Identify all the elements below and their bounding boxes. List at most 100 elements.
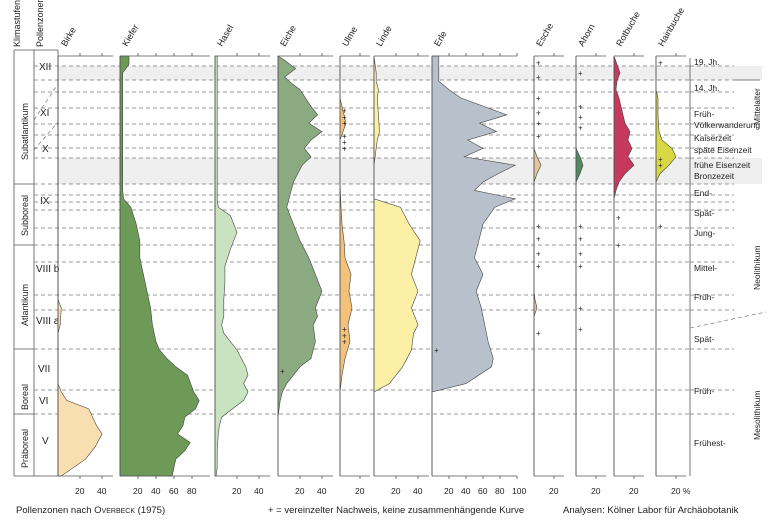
header-klimastufen: Klimastufen [12, 0, 22, 47]
stage-praeboreal: Präboreal [20, 429, 30, 468]
zone-label: VIII a [36, 316, 60, 327]
plus-rotbuche: + [616, 214, 621, 223]
zone-label: VIII b [36, 264, 60, 275]
label-jung: Jung- [694, 228, 715, 238]
tick-label-ulme: 20 [355, 486, 365, 496]
footer-legend: + = vereinzelter Nachweis, keine zusamme… [268, 505, 524, 516]
plus-esche: + [536, 235, 541, 244]
climate-stages: Subatlantikum Subboreal Atlantikum Borea… [20, 103, 30, 468]
plus-ahorn: + [578, 123, 583, 132]
plus-ahorn: + [578, 113, 583, 122]
stage-boreal: Boreal [20, 384, 30, 410]
tick-label-linde: 20 [391, 486, 401, 496]
label-kaiserzeit: Kaiserzeit [694, 133, 732, 143]
taxon-header-linde: Linde [374, 24, 394, 48]
zone-diagonal [33, 121, 59, 151]
plus-esche: + [536, 58, 541, 67]
footer: Pollenzonen nach Overbeck (1975) + = ver… [16, 505, 739, 516]
taxon-header-ahorn: Ahorn [576, 22, 597, 48]
label-19-jh: 19. Jh. [694, 57, 720, 67]
taxon-header-erle: Erle [432, 29, 449, 48]
tick-label-kiefer: 20 [133, 486, 143, 496]
tick-label-erle: 60 [478, 486, 488, 496]
plus-ulme: + [342, 331, 347, 340]
plus-rotbuche: + [616, 241, 621, 250]
zone-label: XI [40, 108, 49, 119]
taxon-header-kiefer: Kiefer [120, 23, 140, 48]
tick-label-esche: 20 [549, 486, 559, 496]
footer-prefix: Pollenzonen nach [16, 505, 94, 516]
zone-label: X [42, 144, 49, 155]
plus-hainbuche: + [658, 161, 663, 170]
curve-erle [431, 55, 517, 476]
zone-diagonal [33, 83, 59, 121]
curve-rotbuche [613, 55, 635, 476]
plus-esche: + [536, 109, 541, 118]
plus-esche: + [536, 222, 541, 231]
plus-ulme: + [342, 113, 347, 122]
label-frueh-3: Früh- [694, 386, 714, 396]
taxon-header-hasel: Hasel [215, 23, 235, 48]
plus-ahorn: + [578, 102, 583, 111]
band-right-bronzezeit [690, 158, 762, 184]
footer-year: (1975) [135, 505, 165, 516]
plus-ahorn: + [578, 262, 583, 271]
plus-ulme: + [342, 107, 347, 116]
label-bronzezeit: Bronzezeit [694, 171, 735, 181]
plus-esche: + [536, 262, 541, 271]
plus-eiche: + [280, 367, 285, 376]
tick-label-eiche: 40 [317, 486, 327, 496]
curve-hainbuche [655, 56, 677, 476]
label-voelkerwanderung: Völkerwanderung [694, 120, 760, 130]
tick-label-eiche: 20 [295, 486, 305, 496]
plus-esche: + [536, 329, 541, 338]
taxon-header-rotbuche: Rotbuche [614, 10, 642, 48]
period-neolithikum: Neolithikum [752, 246, 762, 290]
stage-atlantikum: Atlantikum [20, 284, 30, 326]
curve-kiefer [119, 55, 200, 477]
tick-label-kiefer: 60 [169, 486, 179, 496]
tick-label-birke: 40 [97, 486, 107, 496]
tick-label-erle: 20 [444, 486, 454, 496]
stage-subatlantikum: Subatlantikum [20, 103, 30, 160]
plus-ahorn: + [578, 222, 583, 231]
tick-label-kiefer: 80 [187, 486, 197, 496]
tick-label-erle: 40 [461, 486, 471, 496]
plus-hainbuche: + [658, 222, 663, 231]
horizontal-lines [34, 65, 734, 415]
plus-ulme: + [342, 119, 347, 128]
tick-label-birke: 20 [75, 486, 85, 496]
plus-ahorn: + [578, 304, 583, 313]
label-frueh-1: Früh- [694, 109, 714, 119]
footer-author: Overbeck [94, 505, 135, 516]
tick-label-hasel: 40 [254, 486, 264, 496]
curve-ulme [339, 56, 353, 476]
plus-esche: + [536, 132, 541, 141]
label-spaet-2: Spät- [694, 334, 714, 344]
plus-hainbuche: + [658, 155, 663, 164]
plus-ulme: + [342, 138, 347, 147]
label-14-jh: 14. Jh. [694, 83, 720, 93]
plus-ahorn: + [578, 69, 583, 78]
plus-hainbuche: + [658, 58, 663, 67]
taxon-header-esche: Esche [534, 21, 555, 48]
label-spaet-1: Spät- [694, 208, 714, 218]
period-mesolithikum: Mesolithikum [752, 390, 762, 440]
label-fruehe-eisenzeit: frühe Eisenzeit [694, 160, 751, 170]
climate-stage-lines [14, 183, 34, 415]
zone-label: V [42, 436, 49, 447]
header-pollenzonen: Pollenzonen [35, 0, 45, 47]
plus-ahorn: + [578, 235, 583, 244]
label-spaete-eisenzeit: späte Eisenzeit [694, 145, 752, 155]
tick-label-ahorn: 20 [591, 486, 601, 496]
period-mittelalter: Mittelalter [752, 88, 762, 125]
curve-linde [373, 55, 421, 476]
plus-esche: + [536, 94, 541, 103]
plus-erle: + [434, 346, 439, 355]
plus-ulme: + [342, 325, 347, 334]
tick-label-linde: 40 [413, 486, 423, 496]
footer-analyses: Analysen: Kölner Labor für Archäobotanik [563, 505, 739, 516]
footer-source: Pollenzonen nach Overbeck (1975) [16, 505, 165, 516]
plus-esche: + [536, 249, 541, 258]
